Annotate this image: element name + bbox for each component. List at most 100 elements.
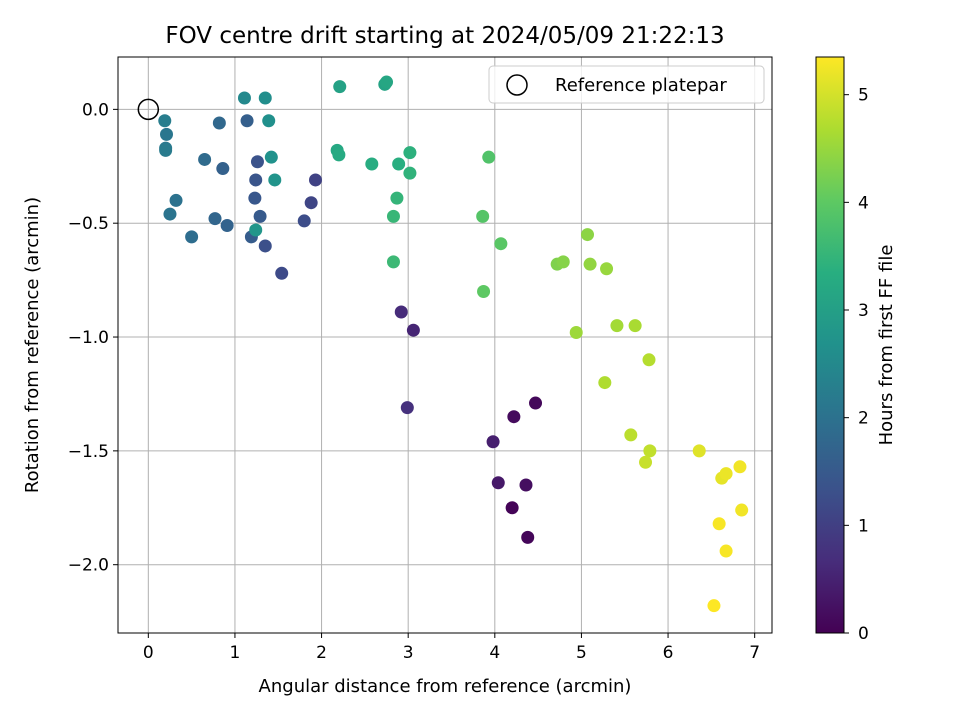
data-point xyxy=(507,410,521,424)
legend-reference-marker xyxy=(506,74,528,96)
data-point xyxy=(332,148,346,162)
data-point xyxy=(712,517,726,531)
data-point xyxy=(390,191,404,205)
data-point xyxy=(249,173,263,187)
data-point xyxy=(477,284,491,298)
legend-label: Reference platepar xyxy=(555,75,727,96)
colorbar-tick-label: 5 xyxy=(858,86,869,106)
data-point xyxy=(275,266,289,280)
data-point xyxy=(333,80,347,94)
plot-area xyxy=(118,57,772,633)
data-point xyxy=(598,376,612,390)
grid-lines xyxy=(118,57,772,633)
data-point xyxy=(719,544,733,558)
data-point xyxy=(628,319,642,333)
colorbar-tick-label: 3 xyxy=(858,301,869,321)
data-point xyxy=(386,209,400,223)
data-point xyxy=(583,257,597,271)
data-point xyxy=(494,237,508,251)
y-tick-label: −1.0 xyxy=(68,328,109,348)
data-point xyxy=(403,166,417,180)
data-point xyxy=(529,396,543,410)
data-point xyxy=(624,428,638,442)
data-point xyxy=(639,455,653,469)
data-point xyxy=(160,127,174,141)
colorbar-tick-label: 1 xyxy=(858,516,869,536)
axes-frame xyxy=(117,56,773,634)
legend-box xyxy=(488,65,765,104)
data-point xyxy=(159,143,173,157)
data-point xyxy=(308,173,322,187)
data-point xyxy=(249,223,263,237)
data-point xyxy=(482,150,496,164)
y-axis-label: Rotation from reference (arcmin) xyxy=(22,197,43,493)
data-point xyxy=(505,501,519,515)
data-point xyxy=(719,467,733,481)
x-tick-label: 3 xyxy=(403,643,414,663)
x-axis-label: Angular distance from reference (arcmin) xyxy=(259,676,632,697)
data-point xyxy=(610,319,624,333)
chart-title: FOV centre drift starting at 2024/05/09 … xyxy=(165,23,724,49)
data-point xyxy=(403,146,417,160)
reference-platepar-marker xyxy=(137,98,160,121)
data-point xyxy=(365,157,379,171)
data-point xyxy=(476,209,490,223)
x-tick-label: 1 xyxy=(230,643,241,663)
data-point xyxy=(264,150,278,164)
reference-marker xyxy=(137,98,160,121)
x-tick-label: 4 xyxy=(489,643,500,663)
x-tick-label: 2 xyxy=(316,643,327,663)
x-tick-label: 7 xyxy=(749,643,760,663)
data-point xyxy=(220,218,234,232)
data-point xyxy=(707,599,721,613)
data-point xyxy=(569,325,583,339)
data-point xyxy=(556,255,570,269)
y-tick-label: 0.0 xyxy=(82,100,109,120)
data-point xyxy=(185,230,199,244)
data-point xyxy=(258,91,272,105)
data-point xyxy=(386,255,400,269)
scatter-points xyxy=(158,75,749,613)
data-point xyxy=(380,75,394,89)
y-tick-label: −1.5 xyxy=(68,442,109,462)
data-point xyxy=(169,193,183,207)
data-point xyxy=(733,460,747,474)
data-point xyxy=(237,91,251,105)
data-point xyxy=(491,476,505,490)
data-point xyxy=(486,435,500,449)
x-tick-label: 6 xyxy=(663,643,674,663)
colorbar-frame xyxy=(815,56,845,634)
data-point xyxy=(268,173,282,187)
data-point xyxy=(400,401,414,415)
y-tick-label: −0.5 xyxy=(68,214,109,234)
x-tick-label: 5 xyxy=(576,643,587,663)
data-point xyxy=(240,114,254,128)
colorbar-tick-label: 0 xyxy=(858,624,869,644)
colorbar: 0 1 2 3 4 5 Hours from first FF file xyxy=(815,56,897,644)
data-point xyxy=(580,228,594,242)
colorbar-tick-label: 2 xyxy=(858,409,869,429)
data-point xyxy=(394,305,408,319)
data-point xyxy=(216,162,230,176)
data-point xyxy=(262,114,276,128)
data-point xyxy=(158,114,172,128)
legend: Reference platepar xyxy=(488,65,765,104)
y-tick-label: −2.0 xyxy=(68,556,109,576)
data-point xyxy=(208,212,222,226)
data-point xyxy=(642,353,656,367)
data-point xyxy=(406,323,420,337)
colorbar-gradient xyxy=(816,57,844,633)
colorbar-ticks: 0 1 2 3 4 5 xyxy=(844,86,869,644)
data-point xyxy=(600,262,614,276)
colorbar-label: Hours from first FF file xyxy=(876,245,897,446)
data-point xyxy=(692,444,706,458)
data-point xyxy=(519,478,533,492)
data-point xyxy=(304,196,318,210)
data-point xyxy=(258,239,272,253)
data-point xyxy=(643,444,657,458)
data-point xyxy=(198,152,212,166)
colorbar-tick-label: 4 xyxy=(858,193,869,213)
data-point xyxy=(253,209,267,223)
